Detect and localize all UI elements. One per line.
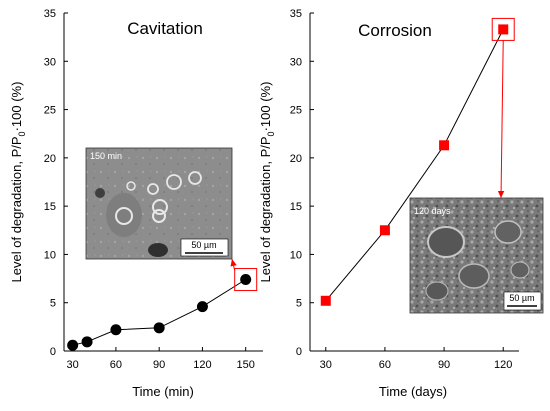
- chart-axes: [309, 13, 519, 352]
- x-ticks: 30 60 90 120: [320, 347, 512, 371]
- data-point: [110, 324, 122, 336]
- series-line: [325, 29, 504, 302]
- x-tick-label: 60: [379, 359, 391, 371]
- y-tick-label: 5: [50, 298, 56, 310]
- x-ticks: 30 60 90 120 150: [67, 347, 255, 371]
- y-tick-label: 20: [290, 153, 302, 165]
- data-point: [498, 24, 509, 35]
- series: [320, 24, 509, 306]
- y-ticks: 0 5 10 15 20 25 30 35: [44, 8, 68, 358]
- y-tick-label: 25: [290, 105, 302, 117]
- y-tick-label: 10: [290, 249, 302, 261]
- data-point: [196, 301, 208, 313]
- x-tick-label: 30: [67, 359, 79, 371]
- highlight-box: [234, 268, 258, 292]
- x-tick-label: 90: [438, 359, 450, 371]
- y-tick-label: 35: [290, 8, 302, 20]
- data-point: [320, 295, 331, 306]
- arrow-head: [230, 259, 237, 267]
- y-tick-label: 30: [290, 56, 302, 68]
- inset-caption: 150 min: [90, 151, 122, 161]
- chart-title: Cavitation: [127, 19, 203, 38]
- inset-caption: 120 days: [414, 206, 451, 216]
- x-tick-label: 30: [320, 359, 332, 371]
- x-axis-label: Time (min): [132, 384, 194, 399]
- y-tick-label: 35: [44, 8, 56, 20]
- highlight-arrow: [500, 40, 504, 199]
- y-tick-label: 30: [44, 56, 56, 68]
- sem-inset-image: 150 min 50 µm: [85, 147, 233, 260]
- x-tick-label: 90: [153, 359, 165, 371]
- data-point: [379, 225, 390, 236]
- series: [67, 274, 252, 351]
- scale-bar-label: 50 µm: [509, 293, 534, 303]
- x-axis-label: Time (days): [379, 384, 447, 399]
- chart-title: Corrosion: [358, 21, 432, 40]
- corrosion-chart: Corrosion 0 5 10 15 20 25 30 35 30 60 90 120 Level…: [258, 8, 544, 399]
- data-point: [439, 140, 450, 151]
- x-tick-label: 120: [193, 359, 211, 371]
- chart-axes: [63, 13, 263, 352]
- x-tick-label: 150: [237, 359, 255, 371]
- y-tick-label: 0: [50, 346, 56, 358]
- cavitation-chart: Cavitation 0 5 10 15 20 25 30 35 30 60 90 120 150 L…: [9, 8, 263, 399]
- scale-bar-label: 50 µm: [191, 240, 216, 250]
- data-point: [81, 336, 93, 348]
- sem-inset-image: 120 days 50 µm: [409, 197, 544, 314]
- highlight-marker: [491, 17, 515, 199]
- y-tick-label: 15: [290, 201, 302, 213]
- data-point: [153, 322, 165, 334]
- y-axis-label: Level of degradation, P/P0·100 (%): [9, 82, 27, 283]
- y-tick-label: 0: [296, 346, 302, 358]
- x-tick-label: 120: [494, 359, 512, 371]
- arrow-head: [497, 191, 505, 198]
- y-tick-label: 20: [44, 153, 56, 165]
- data-point: [240, 274, 252, 286]
- series-line: [72, 279, 246, 346]
- y-axis-label: Level of degradation, P/P0·100 (%): [258, 82, 276, 283]
- y-tick-label: 15: [44, 201, 56, 213]
- data-point: [67, 339, 79, 351]
- y-tick-label: 25: [44, 105, 56, 117]
- highlight-marker: [230, 258, 258, 292]
- y-tick-label: 10: [44, 249, 56, 261]
- x-tick-label: 60: [110, 359, 122, 371]
- y-tick-label: 5: [296, 298, 302, 310]
- y-ticks: 0 5 10 15 20 25 30 35: [290, 8, 314, 358]
